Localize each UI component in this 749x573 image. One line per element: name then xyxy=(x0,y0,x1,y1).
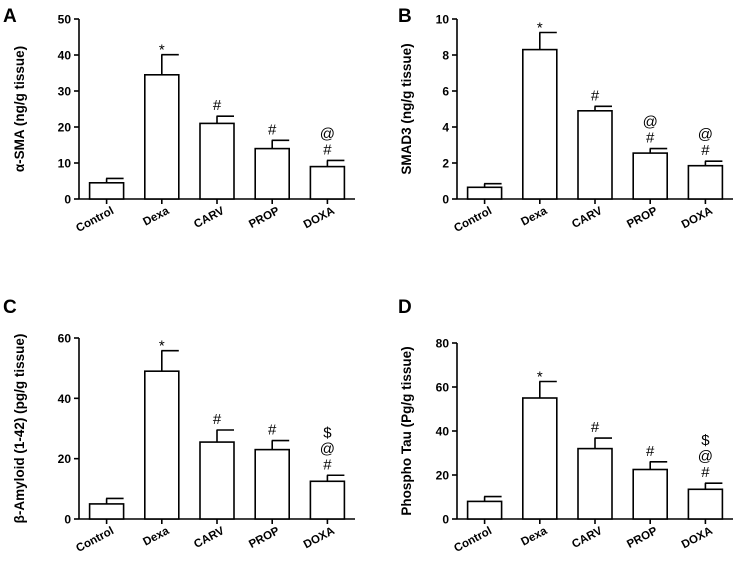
x-tick-label: DOXA xyxy=(302,525,337,551)
significance-marker: # xyxy=(591,419,600,436)
y-tick-label: 0 xyxy=(64,513,71,527)
x-tick-label: CARV xyxy=(192,205,227,231)
y-tick-label: 10 xyxy=(436,13,450,27)
bar-control xyxy=(466,186,503,200)
bar-carv xyxy=(199,122,235,200)
bar-dexa xyxy=(521,48,558,200)
x-tick-label: Dexa xyxy=(141,205,171,229)
y-tick-label: 10 xyxy=(58,157,72,171)
y-tick-label: 50 xyxy=(58,13,72,27)
bar-carv xyxy=(199,441,235,520)
y-tick-label: 8 xyxy=(442,49,449,63)
y-axis-label: α-SMA (ng/g tissue) xyxy=(12,46,27,172)
x-tick-label: DOXA xyxy=(680,525,715,551)
x-tick-label: Dexa xyxy=(141,525,171,549)
y-tick-label: 2 xyxy=(442,157,449,171)
bar-prop xyxy=(254,448,290,520)
bar-dexa xyxy=(144,74,180,200)
x-tick-label: Dexa xyxy=(519,205,549,229)
significance-marker: * xyxy=(159,338,165,355)
x-tick-label: DOXA xyxy=(302,205,337,231)
significance-marker: @ xyxy=(320,125,335,142)
x-tick-label: Control xyxy=(452,205,494,235)
significance-marker: # xyxy=(213,411,222,428)
y-tick-label: 0 xyxy=(442,193,449,207)
x-tick-label: CARV xyxy=(192,525,227,551)
x-tick-label: Control xyxy=(74,525,116,555)
significance-marker: # xyxy=(268,422,277,439)
chart-panel-c: Cβ-Amyloid (1-42) (pg/g tissue) 0 20 40 60 Co… xyxy=(3,297,355,555)
bar-control xyxy=(466,500,503,520)
significance-marker: # xyxy=(268,121,277,138)
x-tick-label: CARV xyxy=(570,205,605,231)
panel-label: A xyxy=(3,6,17,27)
y-tick-label: 60 xyxy=(58,332,72,346)
significance-marker: * xyxy=(537,369,543,386)
y-tick-label: 80 xyxy=(436,337,450,351)
y-tick-label: 40 xyxy=(58,392,72,406)
significance-marker: # xyxy=(701,142,710,159)
y-tick-label: 4 xyxy=(442,121,449,135)
y-tick-label: 40 xyxy=(58,49,72,63)
bar-doxa xyxy=(687,488,724,520)
y-tick-label: 0 xyxy=(64,193,71,207)
chart-panel-b: B SMAD3 (ng/g tissue) 0 2 4 6 8 10 Control Dexa * C… xyxy=(398,6,733,235)
bar-control xyxy=(88,182,125,200)
x-tick-label: PROP xyxy=(247,525,282,551)
significance-marker: $ xyxy=(323,424,332,441)
significance-marker: @ xyxy=(643,114,658,131)
y-tick-label: 60 xyxy=(436,381,450,395)
significance-marker: # xyxy=(646,130,655,147)
y-axis-label: β-Amyloid (1-42) (pg/g tissue) xyxy=(12,334,27,524)
panel-label: B xyxy=(398,6,412,27)
bar-prop xyxy=(632,468,669,520)
significance-marker: @ xyxy=(320,440,335,457)
bar-dexa xyxy=(144,370,180,520)
y-tick-label: 20 xyxy=(436,469,450,483)
x-tick-label: DOXA xyxy=(680,205,715,231)
y-tick-label: 20 xyxy=(58,452,72,466)
bar-carv xyxy=(577,447,613,520)
panel-label: C xyxy=(3,297,17,318)
y-tick-label: 6 xyxy=(442,85,449,99)
panel-label: D xyxy=(398,297,412,318)
significance-marker: * xyxy=(159,42,165,59)
bar-control xyxy=(88,503,125,520)
x-tick-label: Control xyxy=(74,205,116,235)
significance-marker: @ xyxy=(698,448,713,465)
x-tick-label: PROP xyxy=(625,525,660,551)
x-tick-label: Control xyxy=(452,525,494,555)
significance-marker: * xyxy=(537,20,543,37)
y-tick-label: 30 xyxy=(58,85,72,99)
significance-marker: @ xyxy=(698,126,713,143)
significance-marker: # xyxy=(213,97,222,114)
bar-prop xyxy=(632,152,669,200)
y-axis-label: SMAD3 (ng/g tissue) xyxy=(399,43,414,174)
chart-panel-a: Aα-SMA (ng/g tissue) 0 10 20 30 40 50 Control De… xyxy=(3,6,355,235)
x-tick-label: PROP xyxy=(247,205,282,231)
bar-doxa xyxy=(687,164,724,200)
y-axis-label: Phospho Tau (Pg/g tissue) xyxy=(399,346,414,515)
y-tick-label: 40 xyxy=(436,425,450,439)
y-tick-label: 0 xyxy=(442,513,449,527)
significance-marker: # xyxy=(323,456,332,473)
x-tick-label: PROP xyxy=(625,205,660,231)
bar-carv xyxy=(577,110,613,200)
significance-marker: # xyxy=(646,443,655,460)
bar-prop xyxy=(254,147,290,200)
chart-panel-d: D Phospho Tau (Pg/g tissue) 0 20 40 60 80 Contr… xyxy=(398,297,733,555)
bar-doxa xyxy=(309,165,346,200)
x-tick-label: Dexa xyxy=(519,525,549,549)
bar-dexa xyxy=(521,397,558,520)
significance-marker: # xyxy=(323,141,332,158)
significance-marker: # xyxy=(591,87,600,104)
bar-doxa xyxy=(309,480,346,520)
significance-marker: $ xyxy=(701,432,710,449)
x-tick-label: CARV xyxy=(570,525,605,551)
y-tick-label: 20 xyxy=(58,121,72,135)
significance-marker: # xyxy=(701,464,710,481)
